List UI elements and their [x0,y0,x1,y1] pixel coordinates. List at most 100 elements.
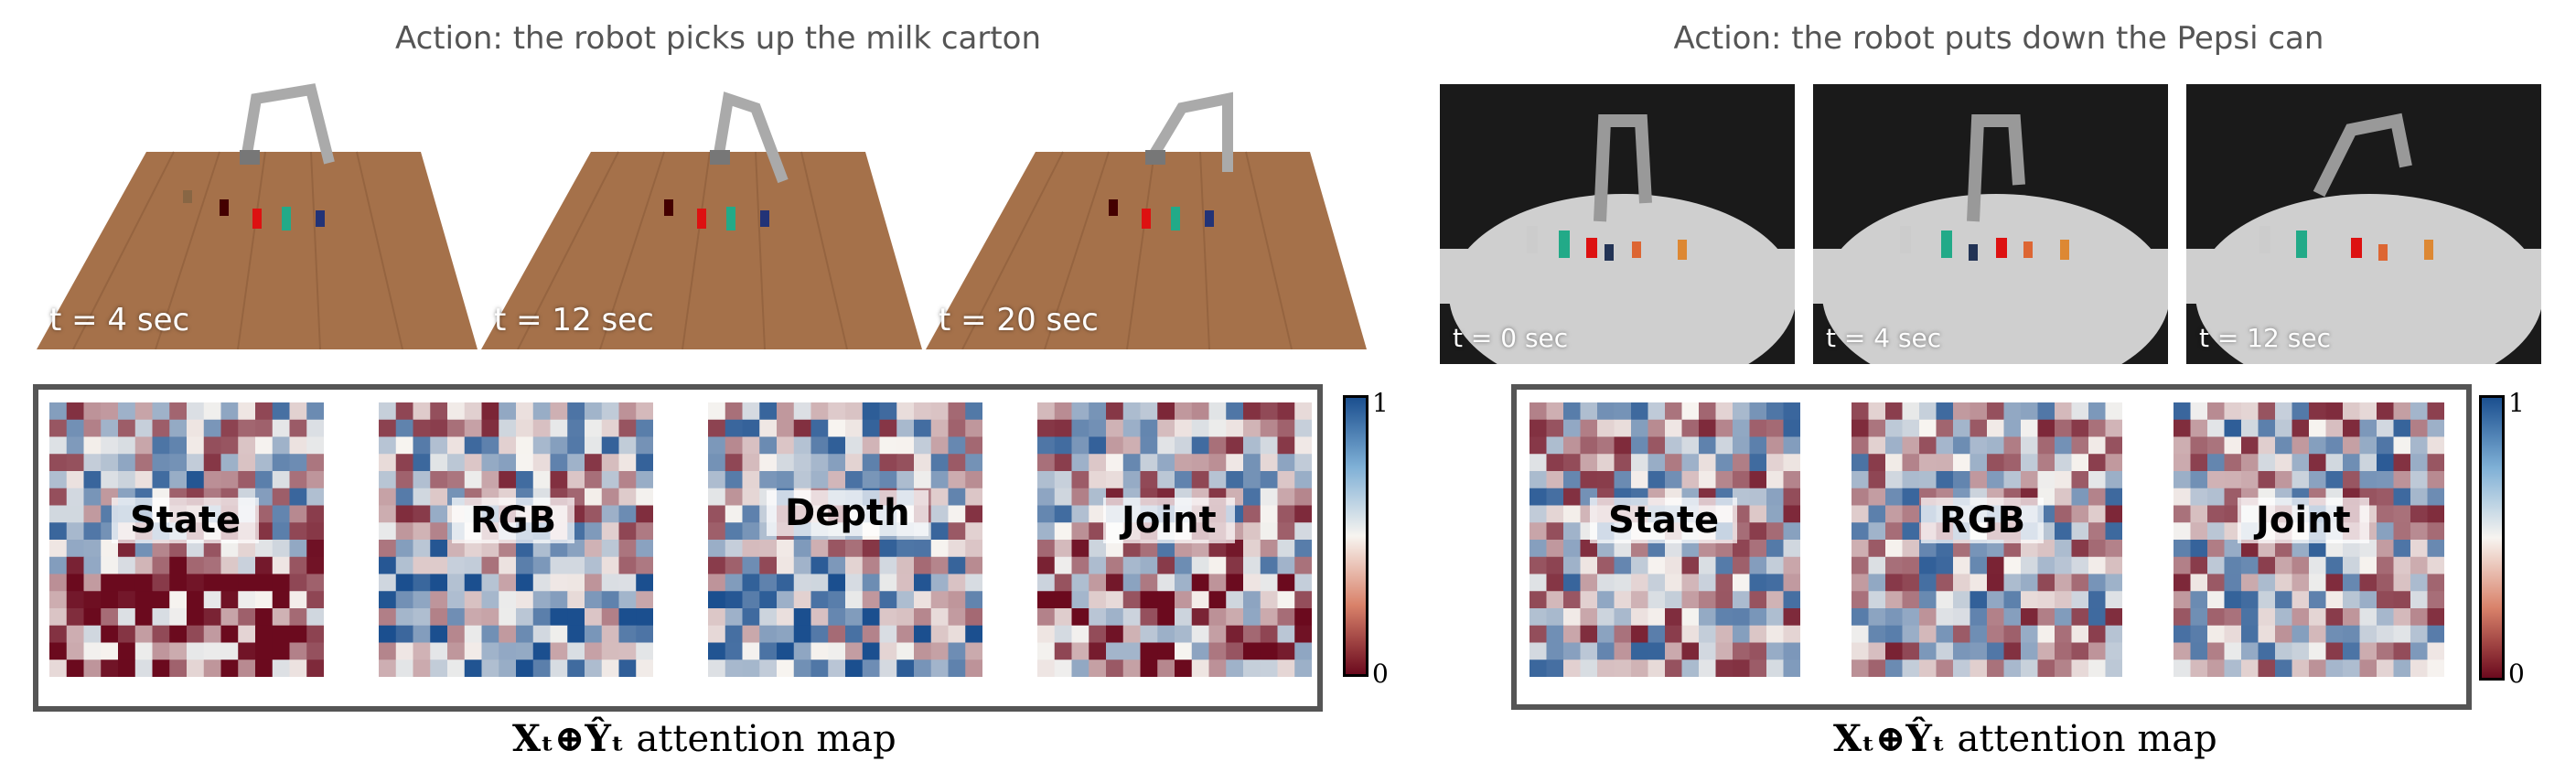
heatmap-cell [1157,402,1175,421]
heatmap-cell [152,436,170,455]
heatmap-cell [1054,522,1072,541]
heatmap-cell [759,642,778,660]
heatmap-cell [1140,419,1158,437]
heatmap-cell [1597,642,1615,660]
heatmap-cell [1089,454,1107,472]
heatmap-cell [101,574,119,592]
heatmap-cell [1037,505,1056,523]
heatmap-cell [2105,591,2123,609]
sim-scene-image [37,83,478,349]
heatmap-cell [379,488,397,506]
heatmap-cell [1699,454,1716,472]
heatmap-cell [2071,522,2089,541]
heatmap-cell [1953,574,1970,592]
heatmap-cell [1902,625,1920,643]
heatmap-cell [1681,625,1700,643]
heatmap-cell [845,625,864,643]
heatmap-cell [1208,419,1227,437]
heatmap-cell [1953,402,1970,421]
heatmap-cell [777,642,795,660]
heatmap-cell [2207,402,2225,421]
heatmap-cell [49,488,68,506]
heatmap-cell [1681,574,1700,592]
heatmap-cell [2207,419,2225,437]
heatmap-cell [2410,419,2428,437]
heatmap-cell [2427,505,2445,523]
heatmap-cell [2055,522,2072,541]
heatmap-cell [896,419,915,437]
heatmap-cell [306,574,325,592]
heatmap-cell [2410,436,2428,455]
heatmap-cell [134,556,153,574]
heatmap-cell [1749,659,1767,678]
heatmap-cell [708,471,726,489]
heatmap-cell [1140,625,1158,643]
heatmap-cell [2292,540,2310,558]
heatmap-cell [447,471,466,489]
heatmap-cell [2343,574,2360,592]
heatmap-cell [550,574,568,592]
heatmap-cell [49,591,68,609]
heatmap-cell [828,540,846,558]
heatmap-cell [2021,419,2038,437]
heatmap-cell [1953,659,1970,678]
heatmap-cell [618,556,637,574]
heatmap-cell [948,556,966,574]
heatmap-cell [2359,591,2377,609]
heatmap-cell [516,659,534,678]
heatmap-cell [708,454,726,472]
heatmap-cell [1614,540,1632,558]
heatmap-cell [2393,574,2411,592]
heatmap-cell [447,642,466,660]
heatmap-cell [395,436,413,455]
heatmap-cell [550,608,568,627]
heatmap-cell [1071,608,1089,627]
heatmap-cell [255,608,274,627]
heatmap-cell [430,402,448,421]
heatmap-cell [187,591,205,609]
heatmap-cell [101,471,119,489]
heatmap-cell [1766,522,1784,541]
heatmap-cell [2275,540,2292,558]
heatmap-cell [1037,419,1056,437]
heatmap-cell [1243,608,1261,627]
heatmap-cell [1852,471,1869,489]
left-frame-2: t = 12 sec [481,71,922,349]
heatmap-cell [2105,471,2123,489]
heatmap-cell [708,642,726,660]
heatmap-cell [289,642,307,660]
heatmap-cell [1715,540,1733,558]
heatmap-cell [2021,591,2038,609]
heatmap-cell [1852,540,1869,558]
heatmap-cell [2190,591,2208,609]
heatmap-cell [532,659,551,678]
heatmap-cell [187,419,205,437]
heatmap-cell [1783,540,1801,558]
heatmap-cell [2410,608,2428,627]
heatmap-cell [83,419,102,437]
heatmap-cell [66,540,84,558]
heatmap-cell [793,402,811,421]
right-heatmap-joint: Joint [2174,402,2445,681]
heatmap-cell [1243,540,1261,558]
heatmap-cell [1681,419,1700,437]
heatmap-cell [2190,608,2208,627]
heatmap-cell [1648,659,1666,678]
heatmap-cell [2105,659,2123,678]
heatmap-cell [1665,419,1682,437]
heatmap-cell [2309,454,2326,472]
heatmap-cell [413,608,431,627]
heatmap-cell [914,556,932,574]
heatmap-cell [66,454,84,472]
heatmap-cell [759,471,778,489]
heatmap-cell [1106,591,1124,609]
heatmap-cell [516,419,534,437]
right-panel-title: Action: the robot puts down the Pepsi ca… [1673,20,2324,57]
heatmap-cell [1191,454,1209,472]
heatmap-cell [2224,436,2242,455]
heatmap-cell [49,574,68,592]
heatmap-cell [2325,642,2344,660]
heatmap-cell [1106,402,1124,421]
heatmap-cell [516,642,534,660]
heatmap-cell [2258,436,2276,455]
